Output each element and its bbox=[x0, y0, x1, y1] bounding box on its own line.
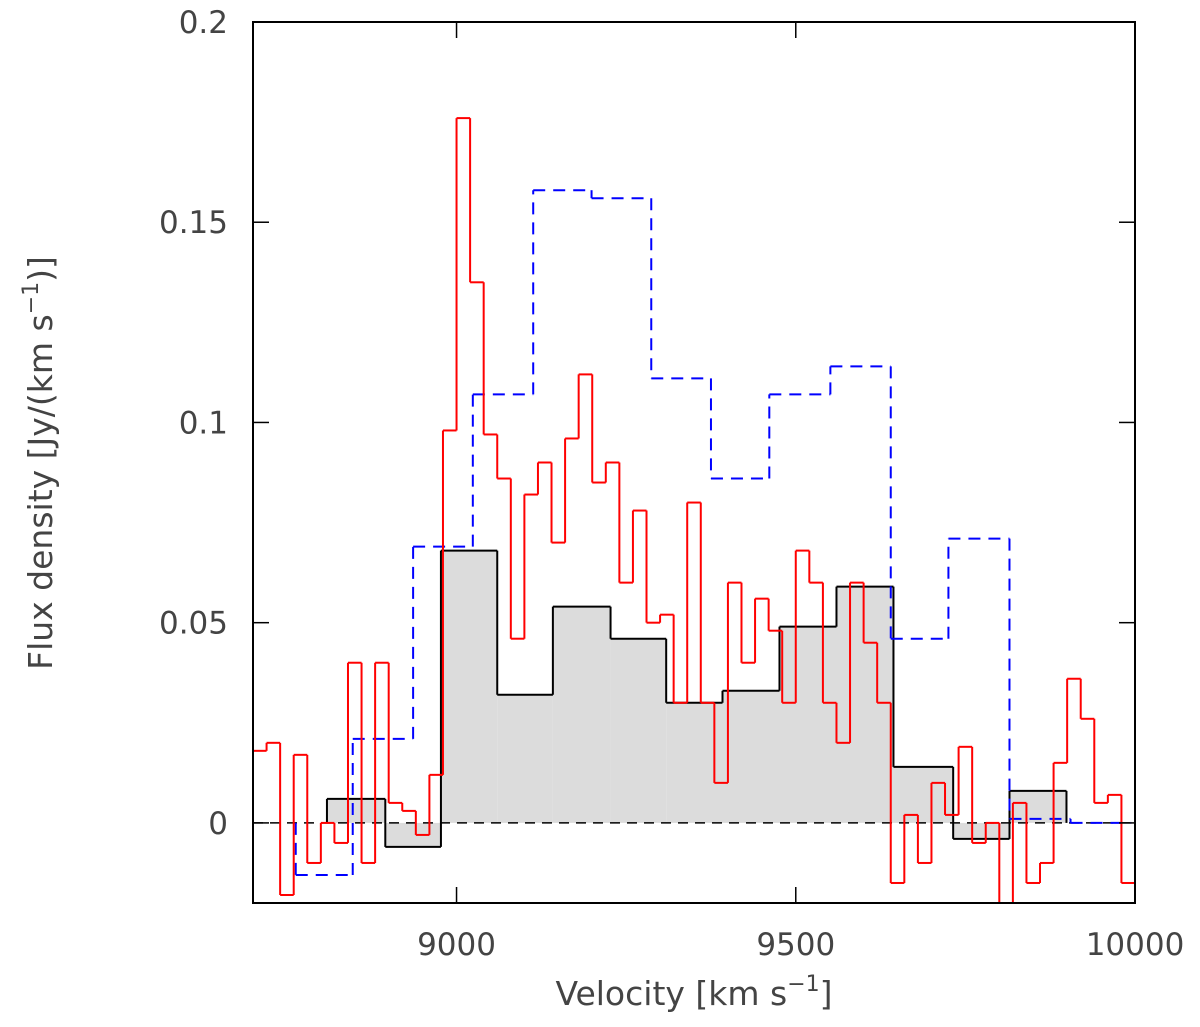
step-fill bbox=[666, 702, 723, 823]
step-fill bbox=[1009, 790, 1067, 823]
y-tick-label: 0.2 bbox=[179, 5, 228, 41]
step-fill bbox=[497, 694, 553, 823]
step-fill bbox=[385, 822, 441, 847]
step-fill bbox=[779, 626, 837, 823]
step-fill bbox=[326, 798, 386, 823]
x-tick-label: 9500 bbox=[756, 927, 835, 963]
plot-area bbox=[253, 117, 1135, 903]
frame bbox=[252, 21, 1136, 904]
x-tick-label: 9000 bbox=[417, 927, 496, 963]
y-label-end: )] bbox=[21, 256, 60, 282]
y-axis-label: Flux density [Jy/(km s−1)] bbox=[19, 256, 60, 670]
y-label-sup: −1 bbox=[19, 282, 44, 314]
step-fill bbox=[722, 690, 780, 823]
x-tick-label: 10000 bbox=[1086, 927, 1185, 963]
x-label-text: Velocity [km s bbox=[555, 974, 787, 1013]
y-label-text: Flux density [Jy/(km s bbox=[21, 314, 60, 670]
x-label-sup: −1 bbox=[787, 972, 819, 997]
y-tick-label: 0.15 bbox=[159, 205, 228, 241]
step-fill bbox=[836, 586, 894, 823]
y-tick-label: 0 bbox=[208, 806, 228, 842]
x-label-end: ] bbox=[820, 974, 833, 1013]
step-fill bbox=[552, 606, 611, 823]
y-tick-label: 0.05 bbox=[159, 606, 228, 642]
y-tick-label: 0.1 bbox=[179, 405, 228, 441]
step-fill bbox=[610, 638, 667, 823]
step-fill bbox=[953, 822, 1010, 839]
step-fill bbox=[440, 550, 498, 823]
x-axis-label: Velocity [km s−1] bbox=[555, 972, 832, 1013]
step-fill bbox=[893, 766, 954, 823]
